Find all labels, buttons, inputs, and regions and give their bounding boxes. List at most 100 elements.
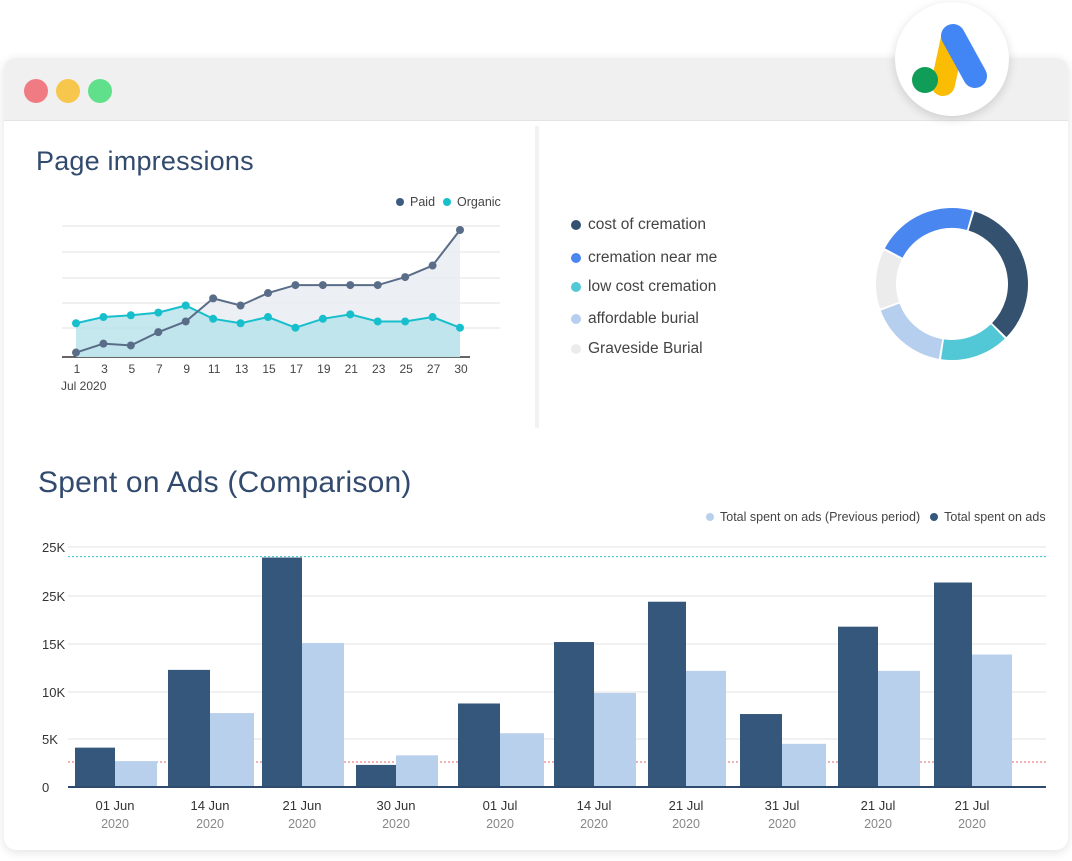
paid-point — [181, 317, 190, 326]
x-tick-year: 2020 — [672, 817, 700, 831]
keyword-label: Graveside Burial — [588, 340, 703, 357]
spent-title: Spent on Ads (Comparison) — [38, 466, 412, 499]
keyword-label: affordable burial — [588, 310, 699, 327]
google-ads-logo-svg — [912, 24, 987, 96]
bar-previous — [500, 733, 544, 787]
x-tick-label: 31 Jul — [765, 798, 800, 813]
window-close-button[interactable] — [24, 79, 48, 103]
paid-point — [99, 339, 108, 348]
ads-legend: Total spent on ads (Previous period) Tot… — [706, 510, 1046, 524]
bar-previous — [396, 755, 438, 787]
ads-bar-chart: 0 5K 10K 15K 25K 25K 01 Jun 2020 14 Jun 2020 21 Ju… — [42, 540, 1046, 831]
organic-point — [99, 313, 108, 322]
google-ads-logo-icon — [895, 2, 1009, 116]
x-tick-label: 23 — [372, 362, 386, 376]
paid-point — [318, 281, 327, 290]
y-tick-label: 15K — [42, 637, 65, 652]
donut-slice — [876, 208, 1028, 360]
x-tick-label: 21 Jul — [955, 798, 990, 813]
bar-current — [75, 747, 115, 787]
paid-point — [209, 294, 218, 303]
organic-point — [456, 323, 464, 332]
legend-organic-label: Organic — [457, 195, 501, 209]
keyword-donut-chart — [876, 207, 1028, 360]
keyword-swatch — [571, 344, 581, 354]
x-tick-label: 21 Jul — [861, 798, 896, 813]
x-tick-label: 15 — [262, 362, 276, 376]
x-tick-year: 2020 — [486, 817, 514, 831]
paid-point — [236, 301, 245, 310]
organic-point — [264, 313, 272, 322]
bar-previous — [115, 761, 157, 787]
x-tick-label: 01 Jun — [95, 798, 134, 813]
bar-current — [648, 601, 686, 787]
organic-point — [72, 319, 80, 328]
paid-point — [346, 281, 355, 290]
paid-point — [456, 226, 464, 234]
paid-point — [126, 341, 135, 350]
legend-previous-swatch — [706, 513, 714, 521]
paid-point — [72, 348, 80, 357]
x-tick-year: 2020 — [768, 817, 796, 831]
legend-current-label: Total spent on ads — [944, 510, 1046, 524]
bar-current — [934, 582, 972, 787]
bar-current — [838, 626, 878, 787]
paid-point — [291, 281, 300, 290]
bar-previous — [782, 743, 826, 787]
bar-previous — [972, 654, 1012, 787]
y-tick-label: 10K — [42, 685, 65, 700]
legend-current-swatch — [930, 513, 939, 521]
window-maximize-button[interactable] — [88, 79, 112, 103]
paid-point — [401, 273, 410, 282]
x-tick-label: 25 — [399, 362, 413, 376]
bar-current — [262, 557, 302, 787]
keyword-legend-item-3[interactable]: affordable burial — [571, 310, 699, 328]
x-tick-label: 21 Jul — [669, 798, 704, 813]
legend-paid-swatch — [396, 198, 404, 206]
y-tick-label: 5K — [42, 732, 58, 747]
keyword-swatch — [571, 220, 581, 230]
legend-paid-label: Paid — [410, 195, 436, 209]
x-tick-year: 2020 — [101, 817, 129, 831]
x-tick-label: 19 — [317, 362, 331, 376]
keyword-legend-item-4[interactable]: Graveside Burial — [571, 340, 703, 358]
x-tick-label: 1 — [74, 362, 81, 376]
organic-point — [154, 308, 163, 317]
bar-current — [168, 669, 210, 787]
window-minimize-button[interactable] — [56, 79, 80, 103]
x-tick-year: 2020 — [864, 817, 892, 831]
x-tick-label: 17 — [290, 362, 304, 376]
x-tick-label: 14 Jun — [190, 798, 229, 813]
organic-point — [291, 323, 300, 332]
x-tick-year: 2020 — [580, 817, 608, 831]
organic-point — [236, 319, 245, 328]
keyword-label: cremation near me — [588, 249, 718, 266]
x-tick-label: 14 Jul — [577, 798, 612, 813]
organic-point — [401, 317, 410, 326]
x-tick-label: 27 — [427, 362, 441, 376]
bar-previous — [210, 713, 254, 787]
bar-current — [554, 642, 594, 787]
x-tick-label: 30 Jun — [376, 798, 415, 813]
y-tick-label: 25K — [42, 540, 65, 555]
keyword-legend-item-0[interactable]: cost of cremation — [571, 216, 706, 234]
keyword-legend-item-1[interactable]: cremation near me — [571, 249, 717, 267]
organic-point — [428, 313, 437, 322]
organic-point — [126, 311, 135, 320]
window-titlebar — [4, 58, 1068, 121]
bar-previous — [878, 670, 920, 787]
bar-previous — [686, 670, 726, 787]
organic-point — [373, 317, 382, 326]
x-tick-year: 2020 — [196, 817, 224, 831]
keyword-legend-item-2[interactable]: low cost cremation — [571, 278, 716, 296]
legend-previous-label: Total spent on ads (Previous period) — [720, 510, 921, 524]
bar-previous — [302, 643, 344, 787]
x-tick-label: 13 — [235, 362, 249, 376]
x-tick-label: 9 — [183, 362, 190, 376]
donut-slice — [876, 207, 1028, 360]
x-tick-year: 2020 — [958, 817, 986, 831]
paid-point — [264, 289, 272, 298]
bar-previous — [594, 692, 636, 787]
x-tick-label: 01 Jul — [483, 798, 518, 813]
